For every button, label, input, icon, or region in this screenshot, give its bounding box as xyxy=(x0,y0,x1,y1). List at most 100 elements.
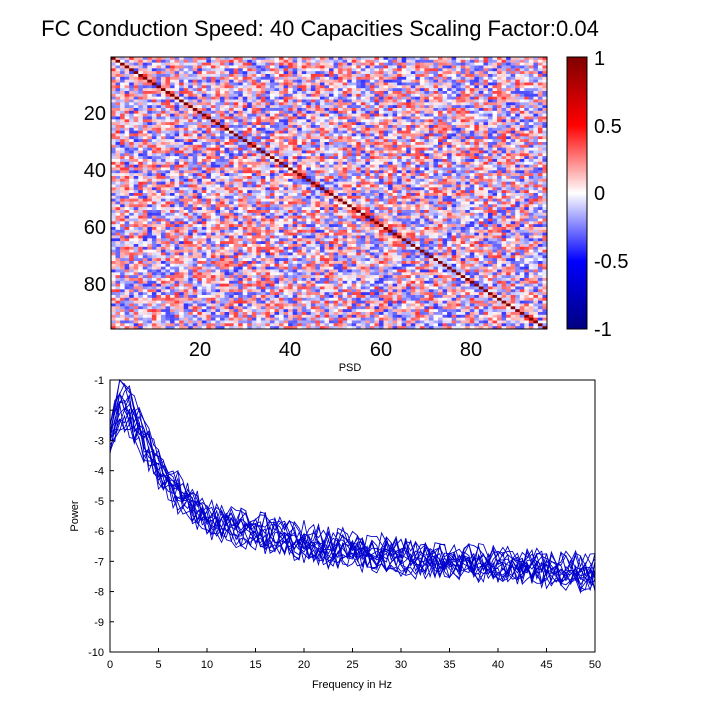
heatmap-cell xyxy=(424,178,430,182)
heatmap-cell xyxy=(151,187,157,191)
heatmap-cell xyxy=(424,105,430,109)
heatmap-cell xyxy=(447,164,452,168)
heatmap-cell xyxy=(460,99,466,103)
heatmap-cell xyxy=(406,82,412,86)
heatmap-cell xyxy=(279,91,284,95)
heatmap-cell xyxy=(537,144,543,148)
heatmap-cell xyxy=(492,181,498,185)
heatmap-cell xyxy=(138,102,144,106)
heatmap-cell xyxy=(392,91,398,95)
heatmap-cell xyxy=(519,93,525,97)
heatmap-cell xyxy=(338,82,343,86)
heatmap-cell xyxy=(179,184,184,188)
heatmap-cell xyxy=(247,93,253,97)
heatmap-cell xyxy=(542,164,548,168)
heatmap-cell xyxy=(456,88,462,92)
heatmap-cell xyxy=(506,147,511,151)
heatmap-cell xyxy=(483,125,489,129)
heatmap-cell xyxy=(469,127,475,131)
heatmap-cell xyxy=(242,113,248,117)
heatmap-cell xyxy=(442,164,448,168)
heatmap-cell xyxy=(138,164,144,168)
heatmap-cell xyxy=(497,91,502,95)
heatmap-cell xyxy=(474,85,480,89)
heatmap-cell xyxy=(356,170,362,174)
heatmap-cell xyxy=(469,57,475,61)
heatmap-cell xyxy=(401,136,407,140)
heatmap-cell xyxy=(460,153,466,157)
heatmap-cell xyxy=(297,113,303,117)
heatmap-cell xyxy=(497,170,502,174)
heatmap-cell xyxy=(506,125,511,129)
heatmap-cell xyxy=(415,198,421,202)
heatmap-cell xyxy=(188,144,194,148)
heatmap-cell xyxy=(183,122,189,126)
heatmap-cell xyxy=(256,59,262,63)
heatmap-cell xyxy=(369,74,375,78)
heatmap-cell xyxy=(174,184,180,188)
heatmap-cell xyxy=(460,57,466,61)
heatmap-cell xyxy=(115,142,121,146)
heatmap-cell xyxy=(238,122,244,126)
heatmap-cell xyxy=(251,150,257,154)
heatmap-cell xyxy=(279,153,284,157)
heatmap-cell xyxy=(524,110,530,114)
heatmap-cell xyxy=(392,150,398,154)
heatmap-cell xyxy=(433,167,439,171)
heatmap-cell xyxy=(374,159,380,163)
heatmap-cell xyxy=(288,79,293,83)
heatmap-cell xyxy=(288,133,293,137)
heatmap-cell xyxy=(374,88,380,92)
heatmap-cell xyxy=(306,187,312,191)
heatmap-cell xyxy=(365,167,371,171)
heatmap-cell xyxy=(269,76,275,80)
heatmap-cell xyxy=(138,136,144,140)
heatmap-cell xyxy=(383,110,389,114)
heatmap-cell xyxy=(515,68,521,72)
heatmap-cell xyxy=(533,150,539,154)
heatmap-cell xyxy=(283,161,289,165)
heatmap-cell xyxy=(301,181,307,185)
heatmap-cell xyxy=(537,167,543,171)
heatmap-cell xyxy=(120,150,125,154)
heatmap-cell xyxy=(279,193,284,197)
heatmap-cell xyxy=(542,201,548,205)
heatmap-cell xyxy=(347,62,353,66)
heatmap-cell xyxy=(124,164,130,168)
heatmap-cell xyxy=(410,164,416,168)
heatmap-cell xyxy=(165,164,171,168)
heatmap-cell xyxy=(378,144,384,148)
heatmap-cell xyxy=(120,195,125,199)
heatmap-cell xyxy=(274,136,280,140)
heatmap-cell xyxy=(197,76,203,80)
heatmap-cell xyxy=(451,187,457,191)
heatmap-cell xyxy=(151,142,157,146)
heatmap-cell xyxy=(206,71,212,75)
heatmap-cell xyxy=(115,125,121,129)
heatmap-cell xyxy=(506,156,511,160)
heatmap-cell xyxy=(115,187,121,191)
heatmap-cell xyxy=(220,76,225,80)
heatmap-cell xyxy=(215,105,221,109)
heatmap-cell xyxy=(220,156,225,160)
heatmap-cell xyxy=(151,79,157,83)
heatmap-cell xyxy=(269,139,275,143)
heatmap-cell xyxy=(519,173,525,177)
heatmap-cell xyxy=(206,62,212,66)
heatmap-cell xyxy=(524,113,530,117)
heatmap-cell xyxy=(138,122,144,126)
heatmap-cell xyxy=(315,193,321,197)
heatmap-cell xyxy=(451,68,457,72)
heatmap-cell xyxy=(501,184,507,188)
heatmap-cell xyxy=(247,147,253,151)
heatmap-cell xyxy=(274,57,280,61)
heatmap-cell xyxy=(483,88,489,92)
heatmap-cell xyxy=(251,110,257,114)
heatmap-cell xyxy=(279,144,284,148)
heatmap-cell xyxy=(224,139,230,143)
heatmap-cell xyxy=(288,57,293,61)
heatmap-cell xyxy=(383,127,389,131)
heatmap-cell xyxy=(388,62,393,66)
heatmap-cell xyxy=(378,105,384,109)
heatmap-cell xyxy=(133,65,139,69)
